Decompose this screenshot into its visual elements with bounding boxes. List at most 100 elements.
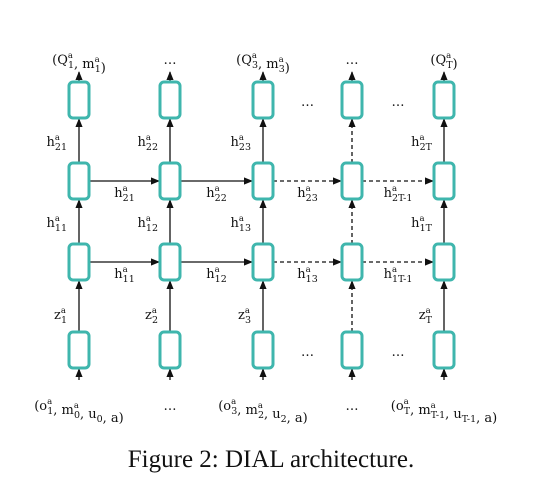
vlabel-bottom-col4-sub: T [426, 315, 433, 326]
input-label-col4-base: , a) [476, 411, 497, 426]
vlabel-mid-col1-base: h [137, 216, 146, 231]
input-label-col2: (oa 3, ma 2, u2, a) [218, 397, 308, 426]
input-label-col4: (oa T, ma T-1, uT-1, a) [391, 397, 497, 426]
hlabel-lower-col0-base: h [114, 267, 123, 282]
vlabel-top-col2: ha 23 [230, 133, 251, 153]
hlabel-lower-col2-sub: 13 [306, 274, 318, 285]
hlabel-upper-col1-sub: 22 [215, 193, 227, 204]
vlabel-top-col4: ha 2T [411, 133, 432, 153]
input-label-col2-base: , a) [287, 411, 308, 426]
vlabel-bottom-col2-base: z [238, 308, 245, 323]
node-l2-col0 [67, 242, 91, 282]
vlabel-mid-col0-base: h [46, 216, 55, 231]
vlabel-bottom-col1: za 2 [145, 306, 158, 326]
input-label-col2-base: , m [237, 403, 258, 418]
vlabel-mid-col1-sub: 12 [146, 223, 158, 234]
output-label-col4-base: ) [453, 57, 458, 72]
vlabel-top-col1: ha 22 [137, 133, 158, 153]
hlabel-upper-col3-sup: a [392, 184, 397, 194]
hlabel-lower-col3-base: h [384, 267, 393, 282]
ellipsis-row0-0: … [301, 95, 314, 110]
vlabel-mid-col2-sub: 13 [239, 223, 251, 234]
output-label-col4-sup: a [446, 51, 451, 61]
vlabel-bottom-col4-base: z [419, 308, 426, 323]
node-out-col1 [158, 80, 182, 120]
vlabel-top-col4-base: h [411, 135, 420, 150]
hlabel-lower-col0-sub: 11 [123, 274, 135, 285]
hlabel-lower-col3: ha 1T-1 [384, 265, 413, 285]
input-label-col0-base: , a) [103, 411, 124, 426]
input-label-col4-base: (o [391, 399, 404, 414]
hlabel-lower-col0: ha 11 [114, 265, 135, 285]
labels-layer: (Qa 1, ma 1)… (Qa 3, ma 3)… (Qa T)(oa 1, ma 0, u0… [34, 51, 497, 426]
node-out-col0 [67, 80, 91, 120]
ellipsis-row0-1: … [392, 95, 405, 110]
vlabel-mid-col4: ha 1T [411, 214, 432, 234]
vlabel-bottom-col2-sup: a [245, 306, 250, 316]
input-label-col0-sup: a [47, 397, 52, 407]
output-label-col4-base: (Q [430, 53, 446, 68]
input-label-col0-base: , u [80, 407, 97, 422]
output-label-col2-sup: a [279, 55, 284, 65]
node-l2-col3 [340, 242, 364, 282]
hlabel-upper-col2: ha 23 [297, 184, 318, 204]
nodes-layer [67, 80, 456, 370]
input-label-col0-sub: 0 [74, 410, 80, 421]
input-label-col3: … [346, 399, 359, 414]
hlabel-lower-col1-sup: a [215, 265, 220, 275]
output-label-col0-sup: a [68, 51, 73, 61]
hlabel-lower-col1-sub: 12 [215, 274, 227, 285]
vlabel-top-col2-sub: 23 [239, 142, 251, 153]
node-l1-col2 [251, 161, 275, 201]
vlabel-top-col0: ha 21 [46, 133, 67, 153]
node-l1-col1 [158, 161, 182, 201]
input-label-col1: … [164, 399, 177, 414]
vlabel-top-col2-sup: a [239, 133, 244, 143]
input-label-col2-sub: 2 [258, 410, 264, 421]
hlabel-lower-col2-base: h [297, 267, 306, 282]
hlabel-lower-col2-sup: a [306, 265, 311, 275]
node-out-col3 [340, 80, 364, 120]
hlabel-upper-col0: ha 21 [114, 184, 135, 204]
vlabel-bottom-col4-sup: a [426, 306, 431, 316]
vlabel-top-col4-sup: a [420, 133, 425, 143]
vlabel-bottom-col0-base: z [54, 308, 61, 323]
vlabel-top-col0-sup: a [55, 133, 60, 143]
node-l2-col4 [432, 242, 456, 282]
hlabel-upper-col3-base: h [384, 186, 393, 201]
input-label-col0-sub: 1 [47, 406, 53, 417]
vlabel-mid-col2: ha 13 [230, 214, 251, 234]
input-label-col2-base: , u [264, 407, 281, 422]
hlabel-upper-col2-sup: a [306, 184, 311, 194]
ellipsis-row1-0: … [301, 345, 314, 360]
vlabel-mid-col0-sup: a [55, 214, 60, 224]
vlabel-bottom-col2-sub: 3 [245, 315, 251, 326]
output-label-col0: (Qa 1, ma 1) [52, 51, 106, 76]
node-l2-col2 [251, 242, 275, 282]
node-inp-col2 [251, 330, 275, 370]
output-label-col1: … [164, 53, 177, 68]
output-label-col2-sub: 3 [279, 64, 285, 75]
vlabel-mid-col4-base: h [411, 216, 420, 231]
input-label-col4-sup: a [404, 397, 409, 407]
vlabel-bottom-col0-sup: a [61, 306, 66, 316]
output-label-col2-base: ) [285, 61, 290, 76]
vlabel-bottom-col4: za T [419, 306, 433, 326]
node-l1-col0 [67, 161, 91, 201]
vlabel-top-col1-sup: a [146, 133, 151, 143]
input-label-col4-sub: T-1 [431, 410, 445, 421]
hlabel-upper-col1-base: h [206, 186, 215, 201]
input-label-col4-sup: a [431, 401, 436, 411]
node-out-col2 [251, 80, 275, 120]
hlabel-upper-col0-base: h [114, 186, 123, 201]
vlabel-bottom-col2: za 3 [238, 306, 251, 326]
vlabel-mid-col2-sup: a [239, 214, 244, 224]
vlabel-top-col4-sub: 2T [420, 142, 433, 153]
hlabel-upper-col1-sup: a [215, 184, 220, 194]
hlabel-lower-col0-sup: a [123, 265, 128, 275]
hlabel-lower-col1-base: h [206, 267, 215, 282]
output-label-col1-base: … [164, 53, 177, 68]
output-label-col2-base: , m [258, 57, 279, 72]
hlabel-lower-col1: ha 12 [206, 265, 227, 285]
output-label-col0-sub: 1 [68, 60, 74, 71]
